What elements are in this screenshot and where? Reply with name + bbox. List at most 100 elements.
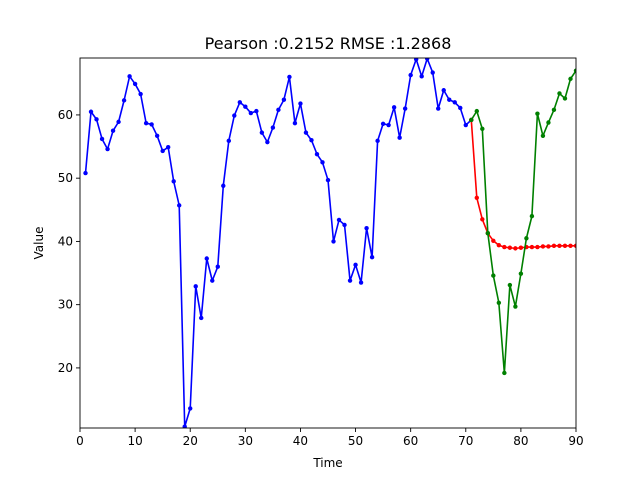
x-tick-label: 20 bbox=[183, 434, 198, 448]
data-point bbox=[121, 98, 127, 103]
data-point bbox=[199, 315, 204, 321]
data-point bbox=[502, 370, 507, 376]
data-point bbox=[149, 122, 154, 127]
data-point bbox=[425, 58, 430, 61]
data-point bbox=[182, 424, 187, 428]
data-point bbox=[529, 213, 535, 219]
data-point bbox=[469, 117, 474, 123]
data-point bbox=[436, 106, 441, 111]
data-point bbox=[413, 58, 419, 62]
data-point bbox=[452, 100, 457, 105]
data-point bbox=[513, 246, 518, 251]
data-point bbox=[419, 74, 424, 79]
data-point bbox=[557, 91, 562, 96]
data-point bbox=[210, 278, 215, 283]
y-tick-label: 60 bbox=[58, 108, 73, 122]
data-point bbox=[143, 120, 149, 126]
data-point bbox=[573, 68, 576, 73]
x-tick-label: 0 bbox=[76, 434, 84, 448]
data-point bbox=[292, 120, 298, 126]
data-point bbox=[204, 256, 209, 261]
data-point bbox=[237, 100, 243, 105]
data-point bbox=[480, 217, 485, 222]
data-point bbox=[402, 106, 408, 111]
data-point bbox=[496, 300, 502, 305]
data-point bbox=[491, 273, 496, 278]
y-axis: 20 30 40 50 60 bbox=[58, 108, 80, 375]
data-point bbox=[127, 74, 132, 79]
data-point bbox=[342, 222, 347, 228]
data-point bbox=[325, 177, 331, 183]
data-point bbox=[380, 121, 386, 126]
data-point bbox=[221, 183, 226, 188]
data-point bbox=[116, 119, 121, 125]
data-point bbox=[364, 225, 369, 231]
data-point bbox=[447, 97, 452, 102]
data-point bbox=[557, 243, 562, 249]
data-point bbox=[232, 113, 237, 118]
data-point bbox=[540, 244, 546, 249]
data-point bbox=[491, 238, 496, 243]
data-point bbox=[458, 105, 463, 111]
data-point bbox=[88, 109, 94, 114]
data-point bbox=[215, 264, 220, 269]
data-point bbox=[160, 148, 165, 154]
data-point bbox=[336, 217, 342, 223]
data-point bbox=[568, 243, 573, 249]
data-point bbox=[309, 138, 314, 143]
data-point bbox=[408, 72, 413, 78]
data-point bbox=[463, 122, 468, 128]
x-tick-label: 10 bbox=[127, 434, 142, 448]
data-point bbox=[298, 101, 303, 106]
data-point bbox=[347, 278, 353, 283]
x-tick-label: 30 bbox=[238, 434, 253, 448]
data-point bbox=[254, 108, 259, 114]
data-point bbox=[518, 271, 524, 276]
data-point bbox=[535, 111, 540, 116]
data-point bbox=[507, 282, 513, 288]
data-point bbox=[397, 135, 402, 140]
data-point bbox=[276, 107, 281, 113]
x-axis: 0 10 20 30 40 50 60 70 80 90 bbox=[76, 428, 584, 448]
x-tick-label: 90 bbox=[568, 434, 583, 448]
data-point bbox=[480, 126, 485, 132]
data-point bbox=[132, 81, 138, 87]
data-point bbox=[353, 262, 358, 268]
data-point bbox=[391, 105, 397, 110]
data-point bbox=[270, 125, 276, 130]
data-point bbox=[430, 70, 435, 75]
data-point bbox=[259, 130, 265, 135]
data-point bbox=[265, 139, 270, 145]
data-point bbox=[568, 76, 573, 82]
series-line-3 bbox=[470, 70, 576, 374]
data-point bbox=[188, 406, 193, 411]
data-point bbox=[562, 96, 568, 101]
data-point bbox=[83, 170, 88, 176]
data-point bbox=[502, 244, 507, 250]
data-point bbox=[287, 74, 292, 80]
data-point bbox=[474, 108, 479, 114]
data-point bbox=[226, 138, 231, 144]
data-point bbox=[474, 195, 479, 200]
data-point bbox=[110, 128, 116, 133]
x-tick-label: 70 bbox=[458, 434, 473, 448]
x-axis-label: Time bbox=[312, 456, 342, 470]
data-point bbox=[331, 239, 336, 244]
chart-title: Pearson :0.2152 RMSE :1.2868 bbox=[205, 34, 452, 53]
data-point bbox=[154, 133, 160, 138]
data-point bbox=[386, 122, 391, 128]
data-point bbox=[546, 244, 551, 249]
data-point bbox=[551, 243, 557, 249]
data-point bbox=[562, 243, 568, 249]
data-point bbox=[573, 243, 576, 249]
data-point bbox=[485, 231, 491, 236]
data-point bbox=[248, 110, 254, 116]
data-point bbox=[171, 179, 176, 184]
plot-area bbox=[79, 57, 577, 429]
plot-frame bbox=[79, 57, 577, 429]
data-point bbox=[513, 304, 518, 309]
y-axis-label: Value bbox=[32, 227, 46, 260]
y-tick-label: 30 bbox=[58, 298, 73, 312]
data-point bbox=[518, 245, 524, 250]
